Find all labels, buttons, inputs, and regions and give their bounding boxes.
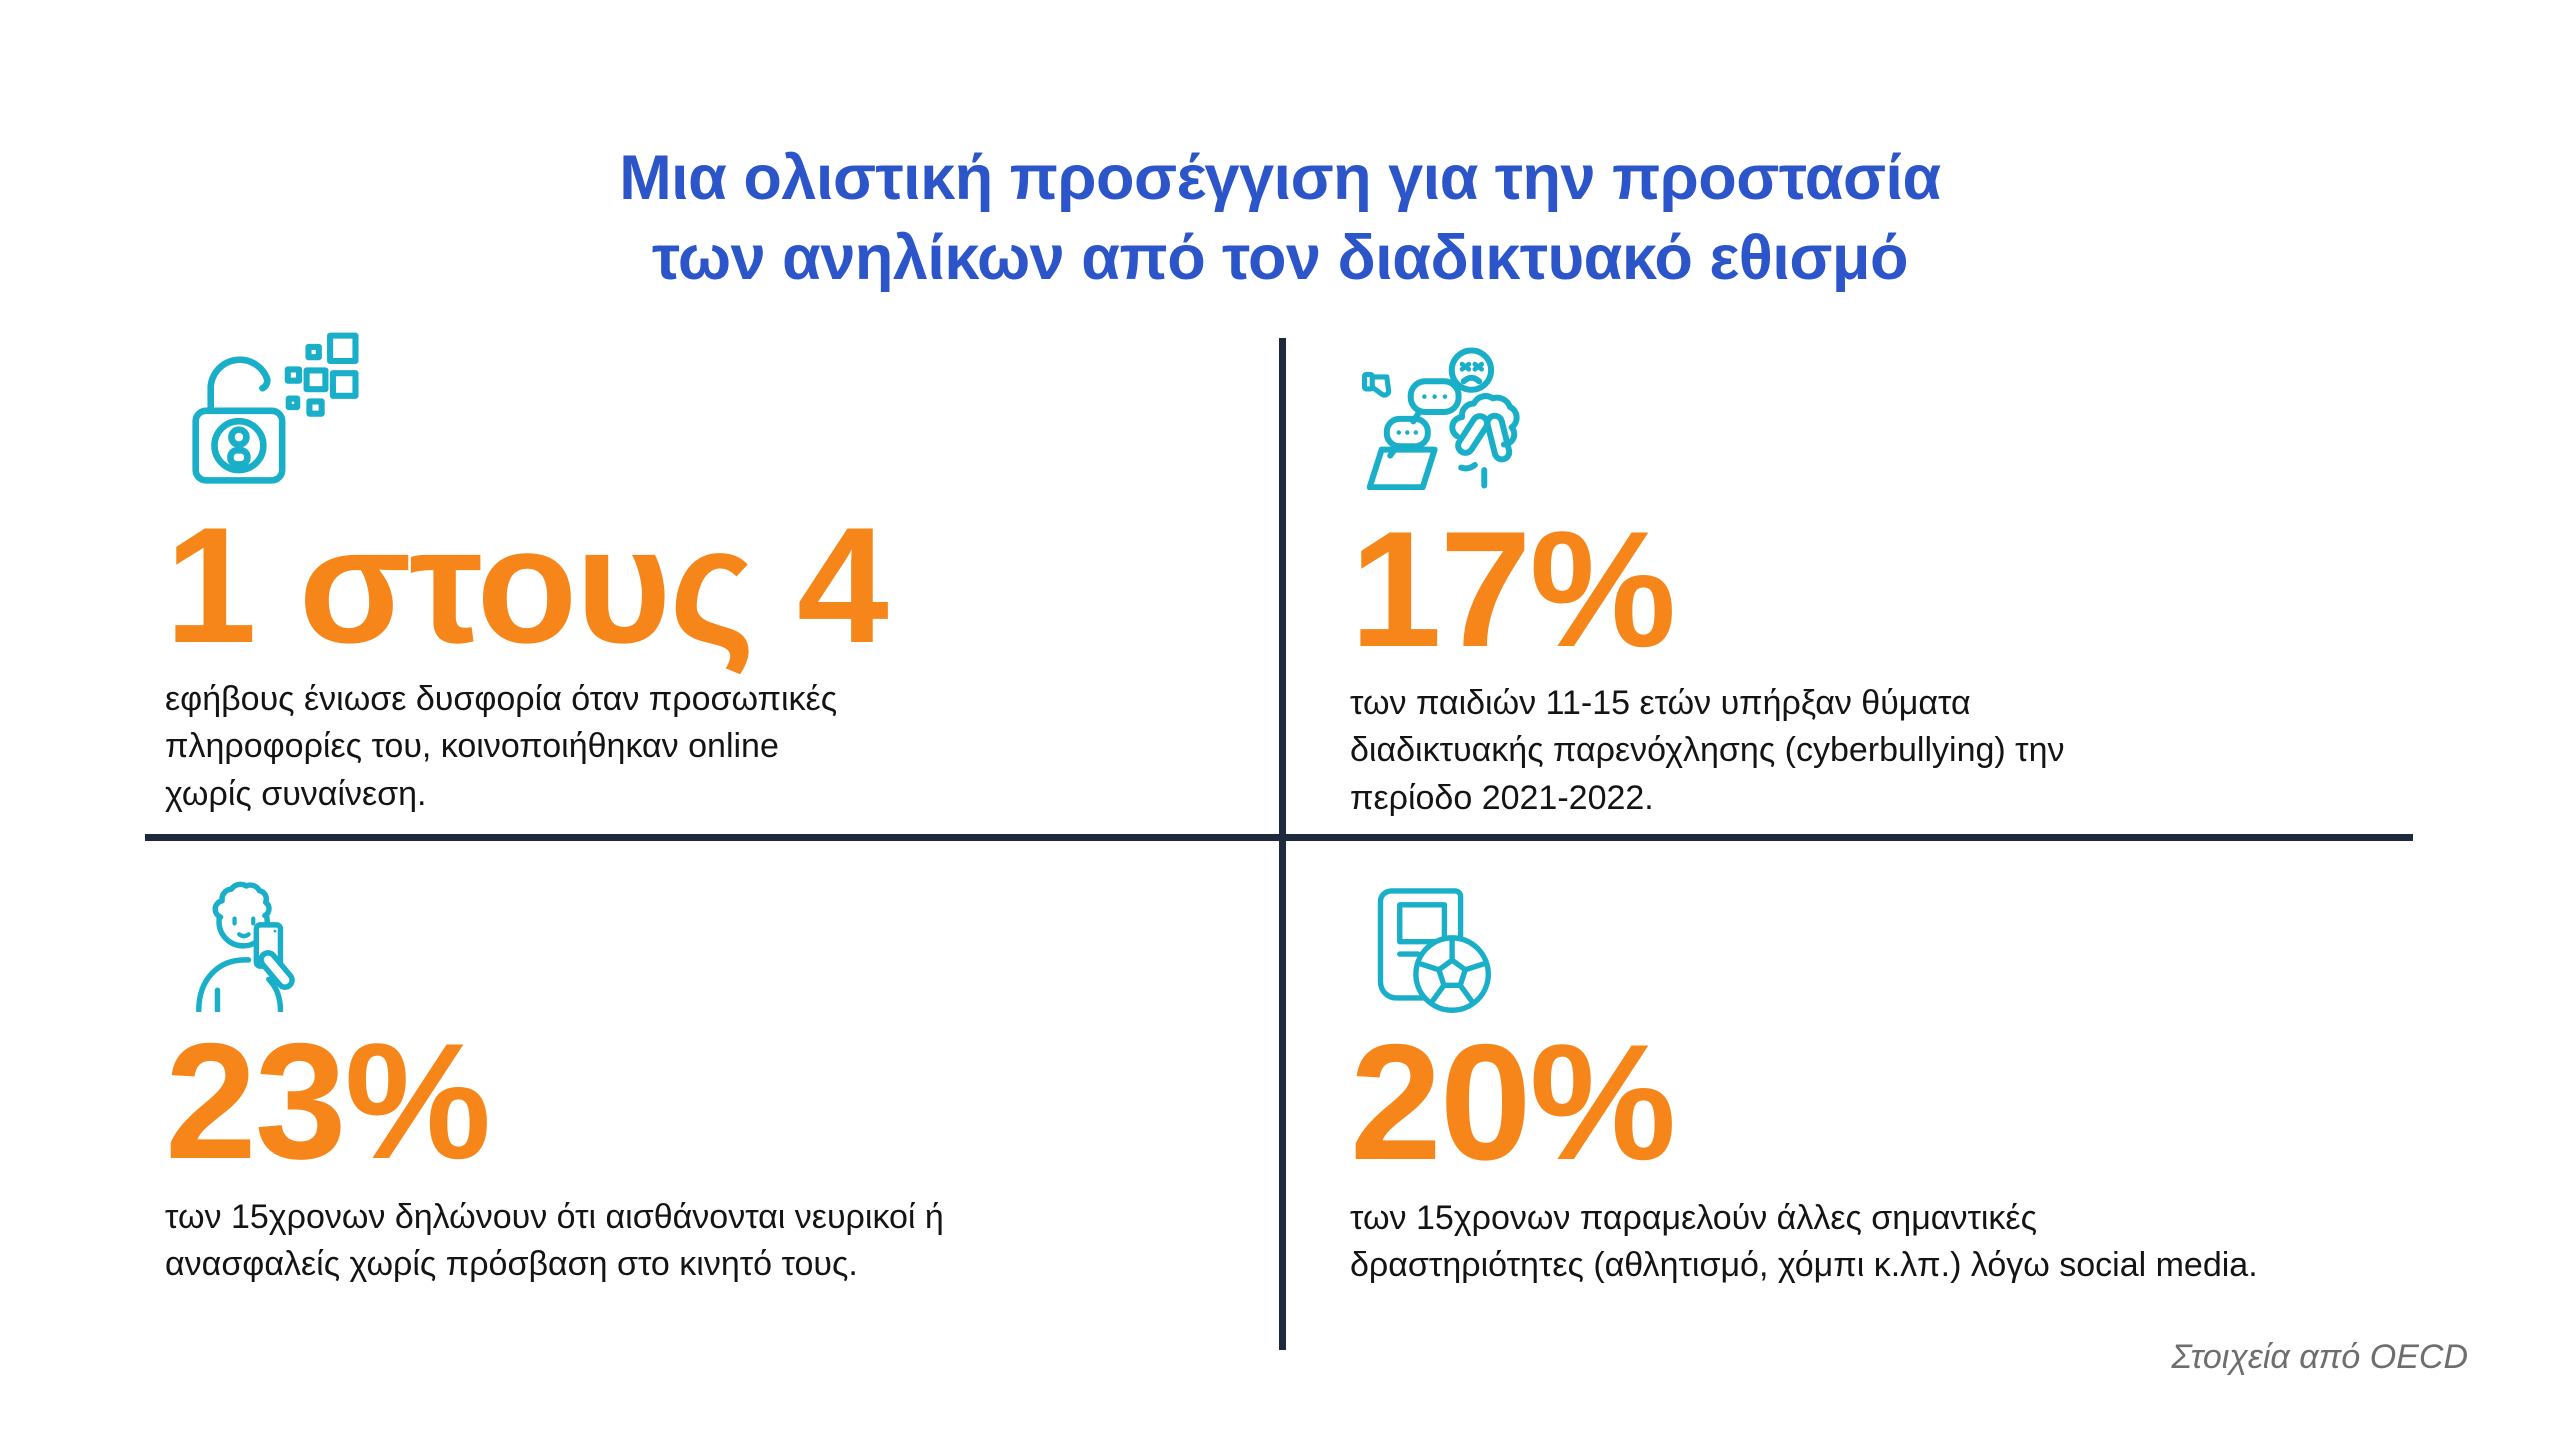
stat-card-neglected-activities: 20% των 15χρονων παραμελούν άλλες σημαντ… [1350,880,2540,1290]
page-title: Μια ολιστική προσέγγιση για την προστασί… [619,143,1941,294]
stat-value: 17% [1350,497,1676,681]
stat-description: εφήβους ένιωσε δυσφορία όταν προσωπικές … [165,679,838,813]
stat-description: των 15χρονων παραμελούν άλλες σημαντικές… [1350,1198,2258,1285]
teen-holding-phone-icon [169,872,325,1017]
unlocked-padlock-data-leak-icon [175,328,363,493]
stat-card-cyberbullying: 17% των παιδιών 11-15 ετών υπήρξαν θύματ… [1350,340,2500,823]
vertical-divider-line [1279,338,1286,1350]
stat-value: 23% [165,1009,491,1193]
stat-card-phone-anxiety: 23% των 15χρονων δηλώνουν ότι αισθάνοντα… [165,872,1245,1289]
stat-card-privacy-leak: 1 στους 4 εφήβους ένιωσε δυσφορία όταν π… [165,328,1225,819]
stat-value: 1 στους 4 [165,493,889,677]
horizontal-divider-line [145,834,2413,841]
stat-description: των 15χρονων δηλώνουν ότι αισθάνονται νε… [165,1197,944,1284]
source-credit: Στοιχεία από OECD [2171,1338,2468,1376]
book-and-soccer-ball-icon [1352,880,1506,1020]
stat-description: των παιδιών 11-15 ετών υπήρξαν θύματα δι… [1350,683,2065,817]
stat-value: 20% [1350,1010,1676,1194]
cyberbullying-victim-laptop-icon [1356,340,1527,495]
